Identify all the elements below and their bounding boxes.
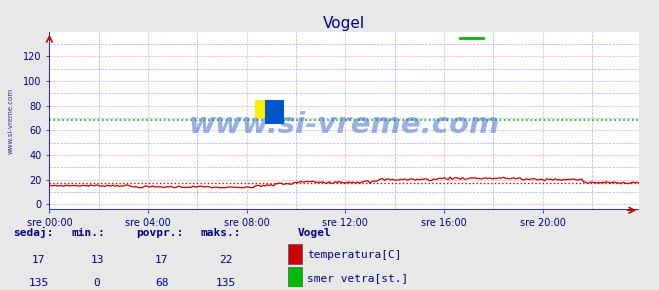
Text: 0: 0: [94, 278, 100, 288]
Text: 22: 22: [219, 255, 233, 265]
Text: sedaj:: sedaj:: [13, 227, 53, 238]
Text: 13: 13: [90, 255, 103, 265]
Bar: [287, 267, 302, 287]
Text: 135: 135: [216, 278, 237, 288]
Text: min.:: min.:: [71, 228, 105, 238]
Text: smer vetra[st.]: smer vetra[st.]: [307, 273, 408, 283]
Text: 135: 135: [29, 278, 49, 288]
Text: 68: 68: [155, 278, 168, 288]
Text: www.si-vreme.com: www.si-vreme.com: [188, 111, 500, 139]
Bar: [265, 99, 284, 124]
Text: maks.:: maks.:: [200, 228, 241, 238]
Text: 17: 17: [155, 255, 168, 265]
Text: www.si-vreme.com: www.si-vreme.com: [8, 88, 14, 154]
Text: povpr.:: povpr.:: [136, 228, 183, 238]
Title: Vogel: Vogel: [324, 16, 365, 31]
Text: 17: 17: [32, 255, 45, 265]
Bar: [287, 244, 302, 264]
Text: Vogel: Vogel: [297, 228, 331, 238]
Text: temperatura[C]: temperatura[C]: [307, 250, 401, 260]
Bar: [255, 99, 273, 118]
